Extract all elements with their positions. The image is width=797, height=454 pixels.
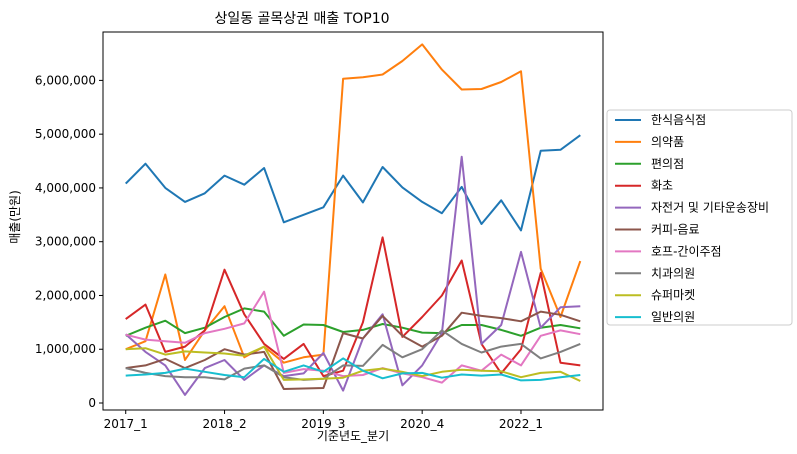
legend-label-2: 편의점	[651, 157, 684, 171]
legend-label-9: 일반의원	[651, 310, 695, 324]
series-line-2	[125, 307, 581, 337]
plot-area: 0 1,000,000 2,000,000 3,000,000 4,000,000 5,0…	[35, 31, 604, 431]
y-tick-label: 1,000,000	[35, 342, 96, 356]
series-line-5	[125, 310, 581, 390]
y-tick-label: 5,000,000	[35, 127, 96, 141]
chart-title: 상일동 골목상권 매출 TOP10	[214, 11, 389, 27]
x-axis-label: 기준년도_분기	[317, 429, 389, 443]
y-tick-label: 2,000,000	[35, 288, 96, 302]
x-tick-label: 2022_1	[499, 417, 543, 431]
legend-label-8: 슈퍼마켓	[651, 288, 695, 302]
legend-label-0: 한식음식점	[651, 113, 706, 127]
series-line-3	[125, 236, 581, 378]
series-line-6	[125, 290, 581, 384]
y-tick-label: 0	[88, 396, 96, 410]
legend-label-7: 치과의원	[651, 266, 695, 280]
y-tick-label: 3,000,000	[35, 235, 96, 249]
x-tick-label: 2017_1	[104, 417, 148, 431]
series-line-0	[124, 134, 581, 232]
legend-label-4: 자전거 및 기타운송장비	[651, 201, 769, 215]
x-tick-label: 2020_4	[400, 417, 444, 431]
legend-box	[606, 109, 793, 326]
series-line-8	[125, 345, 581, 382]
axes-frame	[102, 31, 604, 411]
y-tick-label: 6,000,000	[35, 73, 96, 87]
y-tick-label: 4,000,000	[35, 181, 96, 195]
legend-label-1: 의약품	[651, 134, 684, 149]
legend-label-3: 화초	[651, 179, 673, 193]
x-tick-label: 2018_2	[202, 417, 246, 431]
y-axis-label: 매출(만원)	[8, 190, 22, 244]
legend-label-5: 커피-음료	[651, 223, 700, 237]
x-tick-label: 2019_3	[301, 417, 345, 431]
series-line-9	[125, 357, 581, 382]
legend-label-6: 호프-간이주점	[651, 244, 722, 258]
